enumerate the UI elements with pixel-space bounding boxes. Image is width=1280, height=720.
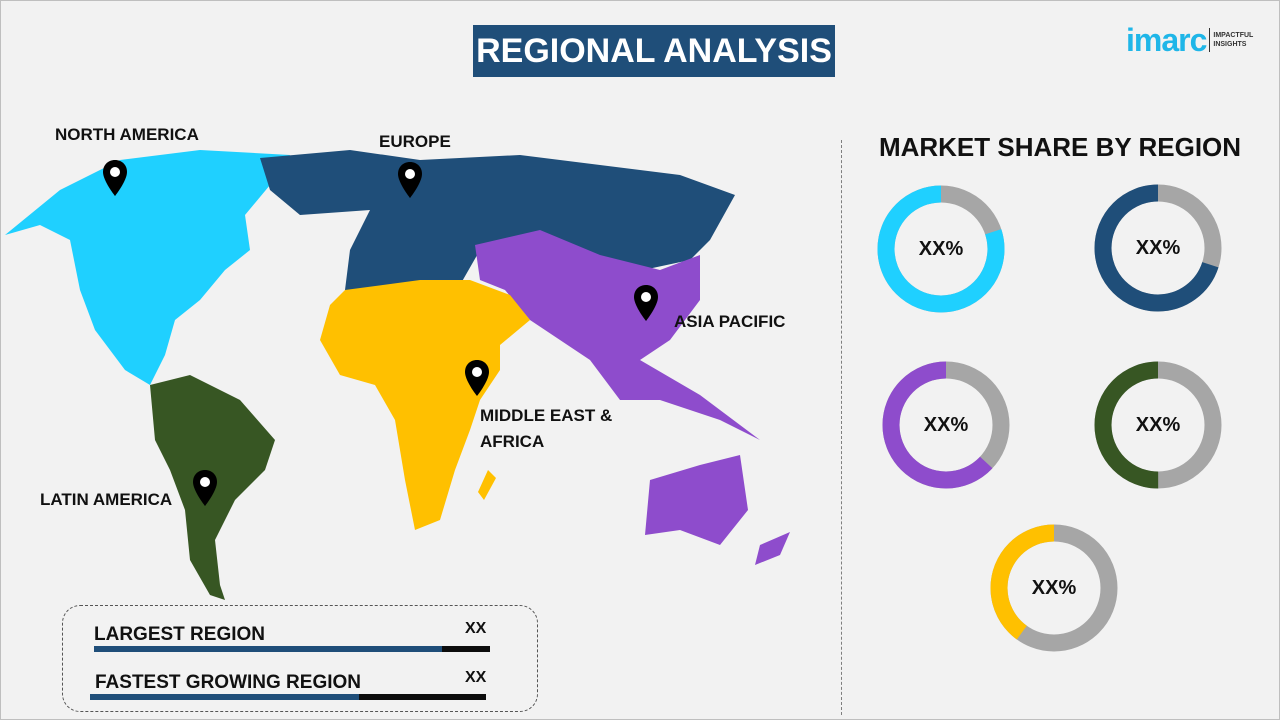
section-divider [841, 140, 842, 715]
donut-chart: XX% [1093, 360, 1223, 490]
region-europe [260, 150, 735, 290]
donut-label: XX% [1135, 237, 1181, 259]
world-map [5, 150, 790, 600]
market-share-title: MARKET SHARE BY REGION [878, 132, 1242, 162]
label-asia-pacific: ASIA PACIFIC [674, 312, 786, 331]
donut-chart: XX% [1093, 183, 1223, 313]
map-marker-icon [465, 360, 489, 396]
largest-region-value: XX [465, 620, 487, 637]
map-marker-icon [398, 162, 422, 198]
donut-label: XX% [923, 414, 969, 436]
region-madagascar [478, 470, 496, 500]
largest-region-label: LARGEST REGION [94, 624, 266, 645]
label-north-america: NORTH AMERICA [55, 125, 199, 144]
label-latin-america: LATIN AMERICA [40, 490, 173, 509]
fastest-region-bar [90, 694, 486, 700]
donut-chart: XX% [881, 360, 1011, 490]
page-title: REGIONAL ANALYSIS [473, 25, 835, 77]
label-middle-east-africa: MIDDLE EAST & AFRICA [480, 406, 613, 451]
map-marker-icon [634, 285, 658, 321]
donut-share-arc [1094, 184, 1222, 312]
region-asia-pacific [475, 230, 760, 440]
donut-label: XX% [918, 238, 964, 260]
donut-share-arc [990, 524, 1118, 652]
fastest-region-value: XX [465, 669, 487, 686]
region-new-zealand [755, 532, 790, 565]
largest-region-bar [94, 646, 490, 652]
donut-share-arc [882, 361, 1010, 489]
logo-separator [1209, 28, 1211, 52]
donut-share-arc [1094, 361, 1222, 489]
label-europe: EUROPE [379, 132, 451, 151]
stats-box: LARGEST REGION XX FASTEST GROWING REGION… [62, 605, 538, 712]
donut-chart: XX% [876, 184, 1006, 314]
logo-word: imarc [1126, 21, 1207, 58]
imarc-logo: imarc IMPACTFUL INSIGHTS [1126, 20, 1253, 60]
region-middle-east-africa [320, 280, 530, 530]
donut-label: XX% [1135, 414, 1181, 436]
donut-share-arc [877, 185, 1005, 313]
map-marker-icon [103, 160, 127, 196]
donut-chart: XX% [989, 523, 1119, 653]
donut-label: XX% [1031, 577, 1077, 599]
map-marker-icon [193, 470, 217, 506]
logo-tagline: IMPACTFUL INSIGHTS [1213, 32, 1254, 48]
region-north-america [5, 150, 290, 385]
region-australia [645, 455, 748, 545]
fastest-region-label: FASTEST GROWING REGION [95, 672, 362, 693]
